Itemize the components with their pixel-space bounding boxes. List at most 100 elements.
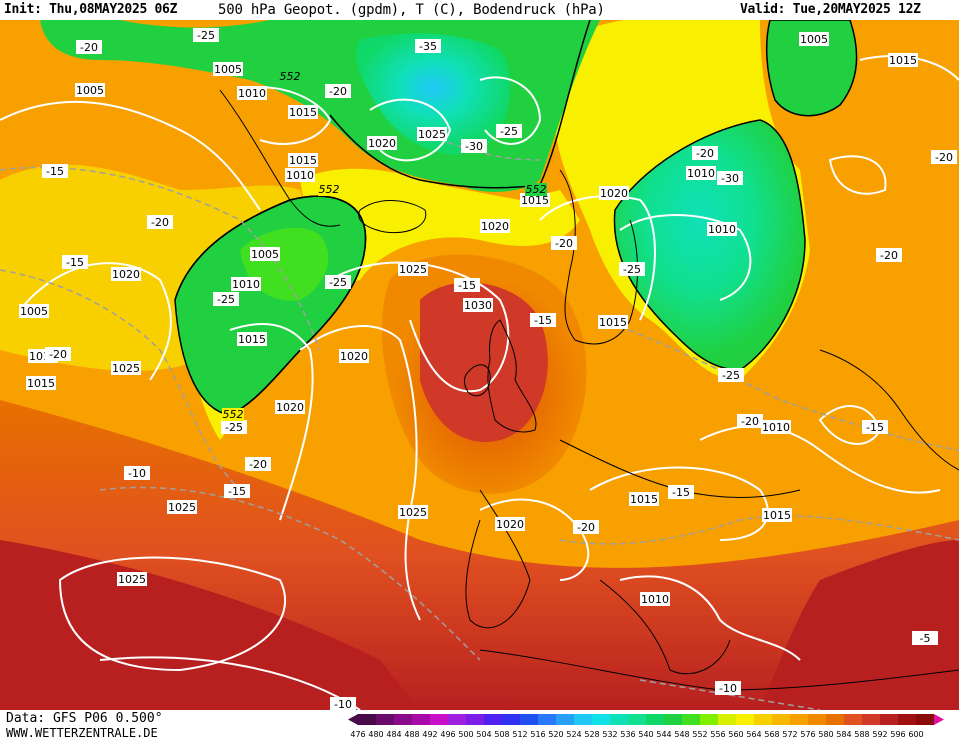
color-scale-tick-label: 548 — [674, 730, 689, 739]
map-canvas: 1005 1010 1015 1005 1010 1015 1020 1025 … — [0, 20, 959, 710]
geopot-552-contour-north — [329, 20, 591, 189]
svg-text:-15: -15 — [46, 165, 64, 178]
pressure-label: 1005 — [799, 32, 829, 46]
svg-text:1020: 1020 — [276, 401, 304, 414]
header-bar: Init: Thu,08MAY2025 06Z 500 hPa Geopot. … — [0, 0, 959, 20]
color-scale-tick-label: 532 — [602, 730, 617, 739]
temperature-labels: -20 -25 -20 -35 -30 -25 -15 -20 -15 -20 … — [42, 28, 957, 710]
temperature-label: -10 — [124, 466, 150, 480]
color-scale-tick-label: 504 — [476, 730, 491, 739]
color-scale-tick-label: 488 — [404, 730, 419, 739]
color-scale-tick-label: 524 — [566, 730, 581, 739]
isobar-line — [699, 425, 941, 494]
pressure-label: 1015 — [762, 508, 792, 522]
color-scale-swatch — [376, 714, 394, 725]
svg-text:-15: -15 — [672, 486, 690, 499]
website-credit: WWW.WETTERZENTRALE.DE — [6, 726, 158, 740]
pressure-label: 1010 — [761, 420, 791, 434]
isobar-line — [828, 155, 887, 195]
pressure-label: 1020 — [339, 349, 369, 363]
pressure-label: 1025 — [117, 572, 147, 586]
svg-text:552: 552 — [280, 70, 301, 83]
temperature-label: -30 — [717, 171, 743, 185]
svg-text:1015: 1015 — [289, 154, 317, 167]
color-scale-swatch — [358, 714, 376, 725]
color-scale-swatch — [772, 714, 790, 725]
svg-text:-20: -20 — [741, 415, 759, 428]
svg-text:-15: -15 — [228, 485, 246, 498]
svg-text:1025: 1025 — [418, 128, 446, 141]
temperature-label: -15 — [530, 313, 556, 327]
svg-text:1005: 1005 — [251, 248, 279, 261]
svg-text:1015: 1015 — [238, 333, 266, 346]
svg-text:1015: 1015 — [630, 493, 658, 506]
temperature-label: -35 — [415, 39, 441, 53]
svg-text:-20: -20 — [80, 41, 98, 54]
temperature-label: -10 — [715, 681, 741, 695]
valid-time: Valid: Tue,20MAY2025 12Z — [740, 2, 921, 17]
geopotential-labels: 552 552 552 552 — [222, 70, 547, 421]
temperature-label: -15 — [668, 485, 694, 499]
color-scale-swatch — [664, 714, 682, 725]
isobar-line — [479, 76, 542, 145]
color-scale-swatch — [628, 714, 646, 725]
color-scale-swatch — [718, 714, 736, 725]
color-scale-tick-label: 508 — [494, 730, 509, 739]
pressure-label: 1015 — [237, 332, 267, 346]
svg-text:1010: 1010 — [238, 87, 266, 100]
isobar-line — [99, 656, 361, 710]
temperature-label: -20 — [931, 150, 957, 164]
isotherm-line — [0, 166, 321, 351]
pressure-label: 1010 — [686, 166, 716, 180]
pressure-label: 1025 — [111, 361, 141, 375]
geopotential-label: 552 — [525, 183, 547, 196]
color-scale-swatch — [880, 714, 898, 725]
svg-text:1010: 1010 — [687, 167, 715, 180]
color-scale-swatch — [502, 714, 520, 725]
pressure-label: 1015 — [288, 105, 318, 119]
pressure-label: 1015 — [26, 376, 56, 390]
color-scale-tick-label: 492 — [422, 730, 437, 739]
color-scale-tick-label: 528 — [584, 730, 599, 739]
trough-arctic — [765, 20, 858, 117]
ridge-core — [420, 282, 548, 442]
svg-text:1010: 1010 — [708, 223, 736, 236]
color-scale-swatches — [348, 714, 944, 725]
color-scale-swatch — [484, 714, 502, 725]
color-scale-tick-label: 544 — [656, 730, 671, 739]
svg-text:-20: -20 — [696, 147, 714, 160]
temperature-label: -20 — [76, 40, 102, 54]
color-scale-swatch — [916, 714, 934, 725]
color-scale-tick-label: 552 — [692, 730, 707, 739]
temperature-label: -20 — [573, 520, 599, 534]
trough-scandinavia — [613, 119, 806, 371]
temperature-label: -20 — [737, 414, 763, 428]
temperature-label: -15 — [62, 255, 88, 269]
svg-text:-35: -35 — [419, 40, 437, 53]
color-scale-swatch — [466, 714, 484, 725]
temperature-label: -25 — [213, 292, 239, 306]
svg-text:-10: -10 — [719, 682, 737, 695]
color-scale-swatch — [682, 714, 700, 725]
coast-italy — [599, 579, 731, 675]
svg-text:1025: 1025 — [118, 573, 146, 586]
geopotential-label: 552 — [222, 408, 244, 421]
weather-map[interactable]: 1005 1010 1015 1005 1010 1015 1020 1025 … — [0, 20, 959, 710]
color-scale-swatch — [700, 714, 718, 725]
temperature-label: -15 — [454, 278, 480, 292]
isobar-line — [299, 325, 421, 621]
svg-text:552: 552 — [526, 183, 547, 196]
svg-text:-20: -20 — [880, 249, 898, 262]
color-scale-swatch — [754, 714, 772, 725]
svg-text:1015: 1015 — [763, 509, 791, 522]
coast-scandinavia — [559, 169, 638, 345]
coast-britain — [487, 319, 537, 433]
isotherm-line — [559, 515, 959, 545]
pressure-label: 1020 — [275, 400, 305, 414]
color-scale-tick-label: 556 — [710, 730, 725, 739]
color-scale-swatch — [574, 714, 592, 725]
svg-text:1010: 1010 — [641, 593, 669, 606]
chart-title: 500 hPa Geopot. (gpdm), T (C), Bodendruc… — [218, 2, 605, 18]
color-scale-tick-label: 540 — [638, 730, 653, 739]
color-scale-swatch — [862, 714, 880, 725]
